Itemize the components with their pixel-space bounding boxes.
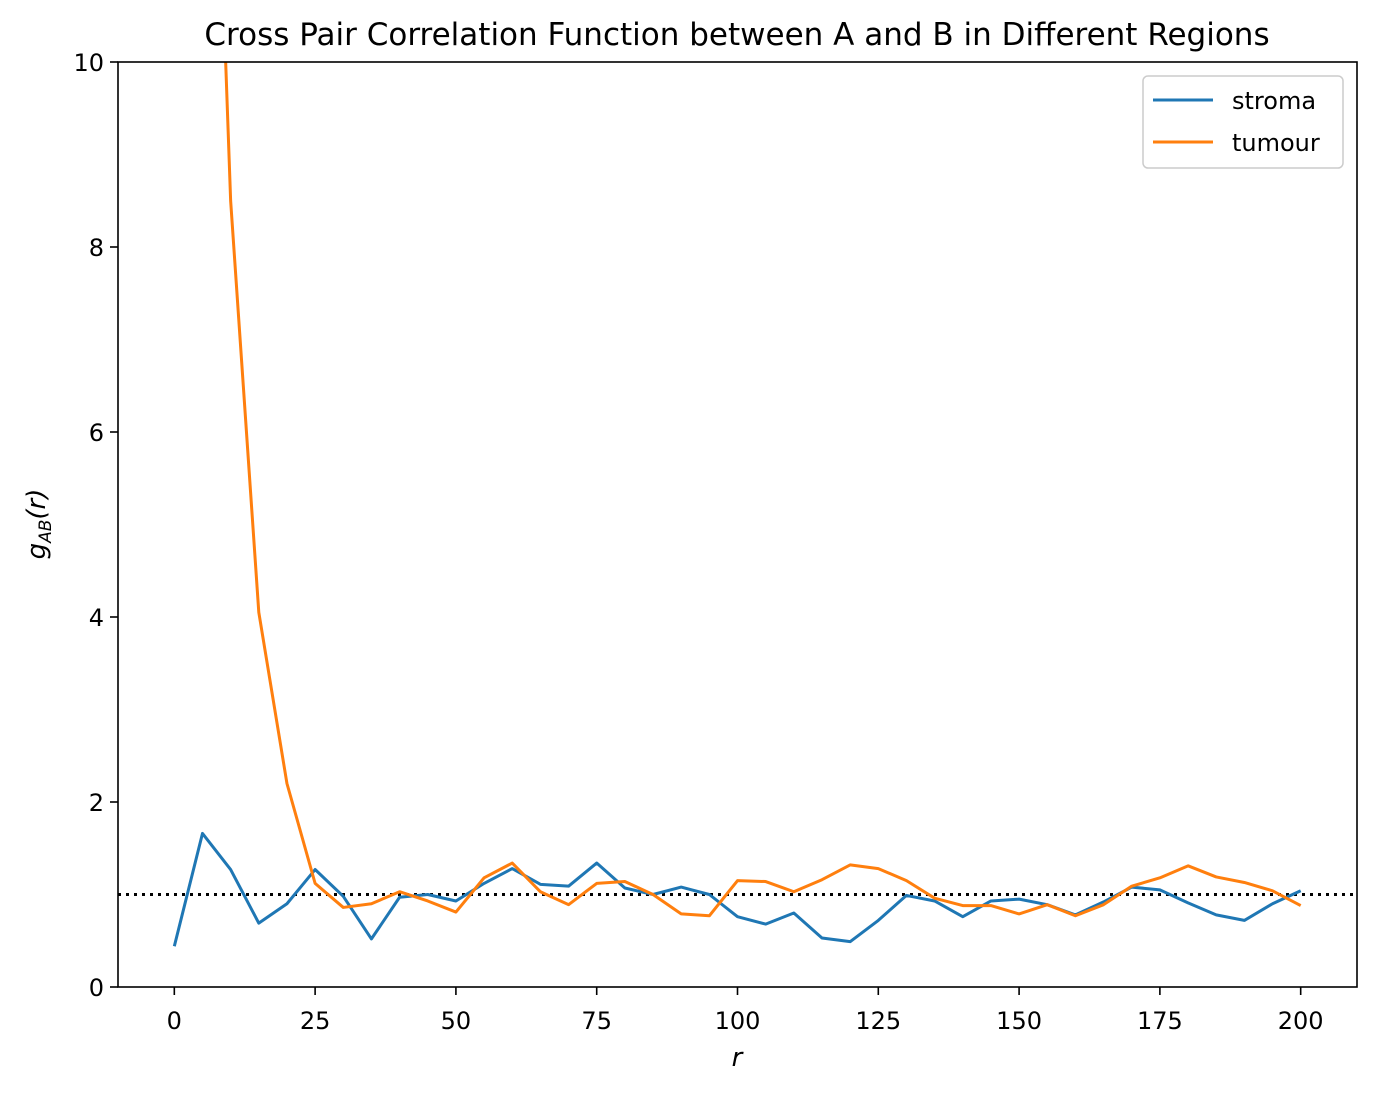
x-tick-label: 175 (1137, 1007, 1183, 1035)
x-tick-label: 50 (441, 1007, 472, 1035)
y-axis-label-group: gAB(r) (22, 489, 56, 560)
y-axis-label: gAB(r) (22, 489, 56, 560)
x-tick-label: 0 (167, 1007, 182, 1035)
chart-title: Cross Pair Correlation Function between … (204, 17, 1269, 53)
x-tick-label: 200 (1278, 1007, 1324, 1035)
legend: stroma tumour (1142, 75, 1344, 169)
x-tick-label: 125 (855, 1007, 901, 1035)
legend-label-stroma: stroma (1232, 87, 1316, 115)
legend-label-tumour: tumour (1232, 129, 1320, 157)
series-line-tumour (224, 62, 1302, 918)
x-axis-label-group: r (732, 1043, 745, 1073)
x-tick-label: 100 (715, 1007, 761, 1035)
x-tick-label: 25 (300, 1007, 331, 1035)
y-tick-label: 2 (89, 789, 104, 817)
axes-layer: 0 25 50 75 100 125 150 175 200 0 2 4 6 8 10 (73, 49, 1323, 1035)
y-tick-label: 4 (89, 604, 104, 632)
y-tick-label: 10 (73, 49, 104, 77)
x-axis-label: r (732, 1043, 745, 1073)
series-line-stroma (172, 831, 1302, 947)
series-layer (172, 62, 1302, 947)
y-tick-label: 0 (89, 974, 104, 1002)
y-tick-label: 8 (89, 234, 104, 262)
x-tick-label: 75 (581, 1007, 612, 1035)
x-tick-label: 150 (996, 1007, 1042, 1035)
y-tick-label: 6 (89, 419, 104, 447)
